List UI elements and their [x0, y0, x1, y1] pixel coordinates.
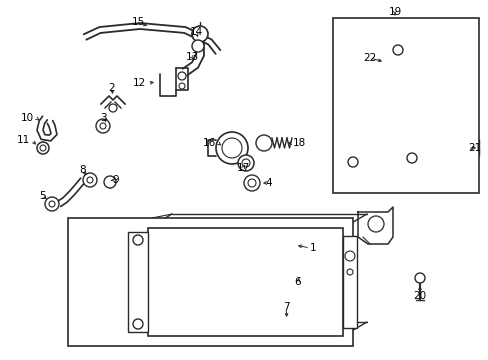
Circle shape: [414, 273, 424, 283]
Circle shape: [133, 319, 142, 329]
Text: 20: 20: [412, 291, 426, 301]
Circle shape: [346, 269, 352, 275]
Circle shape: [96, 119, 110, 133]
Circle shape: [178, 72, 185, 80]
Circle shape: [238, 155, 253, 171]
Circle shape: [244, 175, 260, 191]
Circle shape: [83, 173, 97, 187]
Circle shape: [45, 197, 59, 211]
Text: 10: 10: [21, 113, 34, 123]
Circle shape: [406, 153, 416, 163]
Circle shape: [247, 179, 256, 187]
Circle shape: [256, 135, 271, 151]
Text: 4: 4: [264, 178, 271, 188]
Text: 11: 11: [17, 135, 30, 145]
Circle shape: [133, 235, 142, 245]
Bar: [128, 232, 148, 332]
Text: 15: 15: [131, 17, 144, 27]
Text: 12: 12: [132, 78, 146, 88]
Text: 17: 17: [236, 163, 249, 173]
Circle shape: [49, 201, 55, 207]
Circle shape: [345, 251, 354, 261]
Text: 14: 14: [189, 27, 202, 37]
Circle shape: [192, 26, 207, 42]
Text: 7: 7: [282, 302, 289, 312]
Circle shape: [109, 104, 117, 112]
Circle shape: [367, 216, 383, 232]
Bar: [148, 228, 342, 336]
Circle shape: [192, 40, 203, 52]
Circle shape: [37, 142, 49, 154]
Circle shape: [347, 157, 357, 167]
Text: 13: 13: [185, 52, 198, 62]
Text: 3: 3: [100, 113, 106, 123]
Circle shape: [104, 176, 116, 188]
Text: 18: 18: [292, 138, 305, 148]
Text: 1: 1: [309, 243, 316, 253]
Circle shape: [392, 45, 402, 55]
Text: 21: 21: [467, 143, 480, 153]
Text: 2: 2: [108, 83, 115, 93]
Circle shape: [216, 132, 247, 164]
Circle shape: [179, 83, 184, 89]
Circle shape: [100, 123, 106, 129]
Text: 5: 5: [40, 191, 46, 201]
Circle shape: [87, 177, 93, 183]
Text: 8: 8: [80, 165, 86, 175]
Circle shape: [40, 145, 46, 151]
Text: 6: 6: [294, 277, 301, 287]
Circle shape: [242, 159, 249, 167]
Bar: [332, 18, 478, 193]
Bar: [68, 218, 352, 346]
Bar: [342, 236, 356, 328]
Text: 9: 9: [112, 175, 119, 185]
Text: 19: 19: [387, 7, 401, 17]
Text: 16: 16: [203, 138, 216, 148]
Circle shape: [222, 138, 242, 158]
Text: 22: 22: [363, 53, 376, 63]
